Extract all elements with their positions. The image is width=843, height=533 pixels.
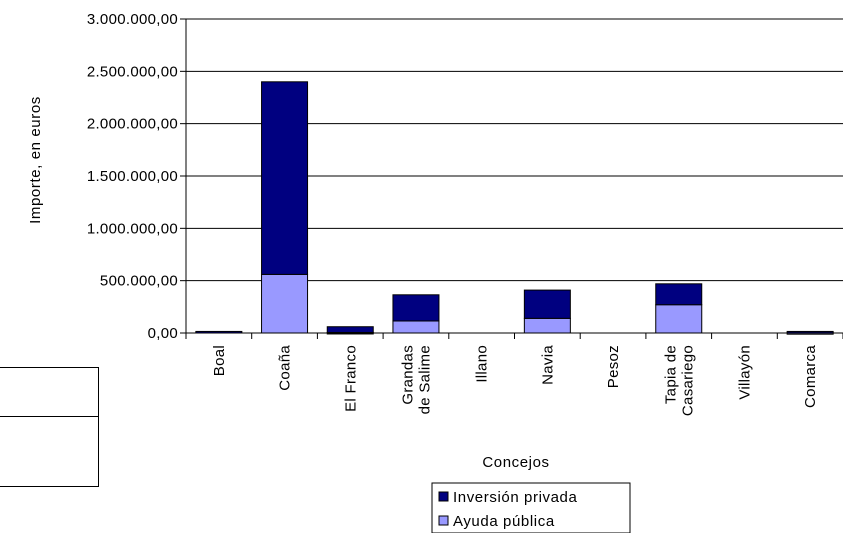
x-category-label: Navia	[539, 345, 556, 385]
y-tick-label: 500.000,00	[100, 273, 178, 290]
legend-label: Ayuda pública	[453, 513, 555, 530]
bar-segment	[392, 320, 440, 334]
x-category-label: Tapia deCasariego	[662, 345, 696, 416]
bars	[195, 81, 834, 335]
x-category-label: Comarca	[802, 345, 819, 408]
legend-swatch	[438, 491, 449, 502]
x-category-labels: Boal Coaña El Franco Grandasde Salime Illano…	[211, 345, 819, 416]
x-category-label: Illano	[474, 345, 491, 383]
legend: Inversión privada Ayuda pública	[431, 482, 631, 533]
y-tick-label: 1.500.000,00	[87, 168, 178, 185]
y-tick-label: 2.000.000,00	[87, 116, 178, 133]
y-tick-label: 1.000.000,00	[87, 220, 178, 237]
bar-segment	[261, 81, 309, 275]
bar-segment	[655, 304, 703, 334]
side-table-box	[0, 367, 99, 487]
y-tick-label: 3.000.000,00	[87, 11, 178, 28]
legend-box	[431, 482, 631, 533]
y-tick-labels: 0,00 500.000,00 1.000.000,00 1.500.000,00 2.…	[87, 11, 178, 342]
bar-segment	[326, 326, 374, 333]
axes	[185, 19, 843, 339]
y-tick-label: 0,00	[148, 325, 178, 342]
legend-label: Inversión privada	[453, 489, 577, 506]
x-category-label: Coaña	[277, 345, 294, 391]
bar-segment	[523, 289, 571, 319]
bar-segment	[261, 273, 309, 334]
bar-segment	[523, 317, 571, 334]
x-category-label: Pesoz	[605, 345, 622, 388]
x-category-label: Villayón	[736, 345, 753, 400]
x-category-label: El Franco	[342, 345, 359, 412]
x-category-label: Grandasde Salime	[399, 345, 433, 414]
y-tick-label: 2.500.000,00	[87, 63, 178, 80]
x-category-label: Boal	[211, 345, 228, 376]
side-table-divider	[0, 416, 98, 417]
bar-segment	[655, 283, 703, 306]
y-axis-title: Importe, en euros	[27, 96, 44, 224]
legend-swatch	[438, 515, 449, 526]
x-axis-title: Concejos	[482, 454, 549, 471]
bar-segment	[392, 294, 440, 322]
